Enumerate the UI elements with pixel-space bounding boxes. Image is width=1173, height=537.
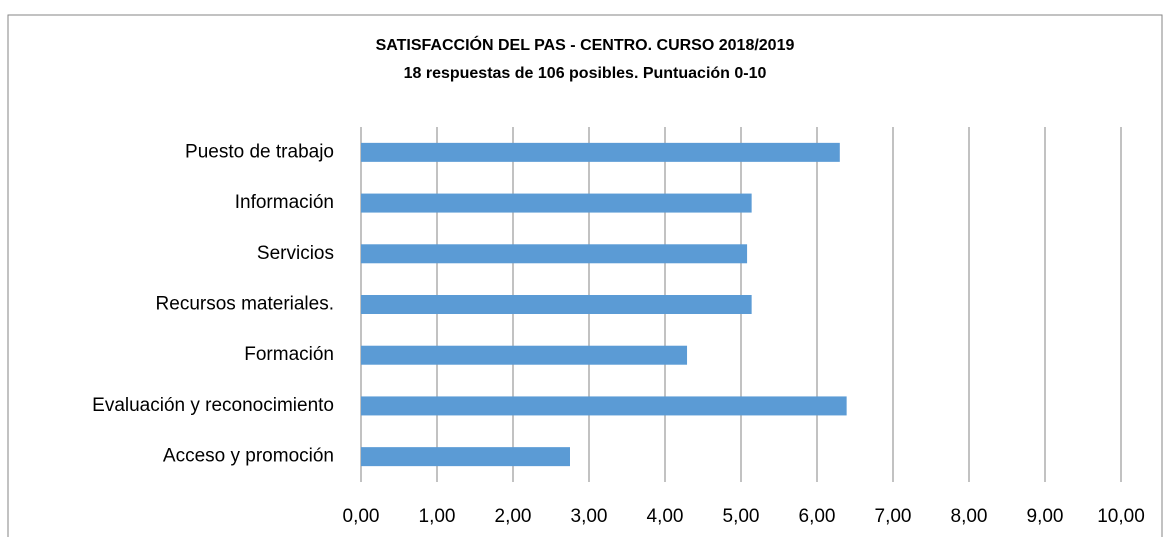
- x-tick-label: 0,00: [343, 506, 380, 527]
- bar: [361, 142, 840, 162]
- y-tick-label: Información: [235, 192, 334, 213]
- x-tick-label: 2,00: [495, 506, 532, 527]
- bar: [361, 396, 847, 416]
- y-tick-label: Recursos materiales.: [156, 294, 334, 315]
- x-tick-label: 8,00: [951, 506, 988, 527]
- y-tick-label: Evaluación y reconocimiento: [92, 395, 334, 416]
- chart-title: SATISFACCIÓN DEL PAS - CENTRO. CURSO 201…: [376, 35, 795, 54]
- y-tick-label: Servicios: [257, 243, 334, 264]
- x-tick-label: 7,00: [875, 506, 912, 527]
- y-tick-label: Formación: [244, 344, 334, 365]
- bar: [361, 447, 570, 467]
- x-tick-label: 3,00: [571, 506, 608, 527]
- x-tick-label: 1,00: [419, 506, 456, 527]
- bar: [361, 295, 752, 314]
- x-tick-label: 4,00: [647, 506, 684, 527]
- y-tick-label: Acceso y promoción: [163, 446, 334, 467]
- x-tick-label: 9,00: [1027, 506, 1064, 527]
- bar: [361, 244, 748, 264]
- bar: [361, 193, 752, 213]
- y-tick-label: Puesto de trabajo: [185, 141, 334, 162]
- x-tick-label: 6,00: [799, 506, 836, 527]
- x-tick-label: 10,00: [1097, 506, 1145, 527]
- x-tick-label: 5,00: [723, 506, 760, 527]
- chart-subtitle: 18 respuestas de 106 posibles. Puntuació…: [404, 65, 767, 82]
- chart-border: [7, 14, 1163, 537]
- bar: [361, 345, 688, 365]
